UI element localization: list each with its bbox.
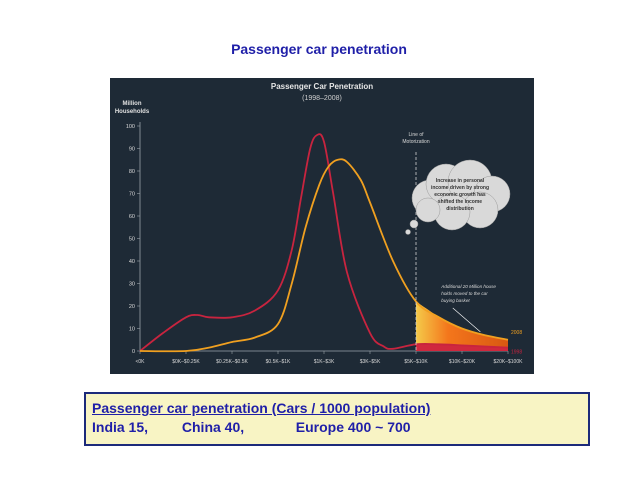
y-axis-label: Million Households — [115, 101, 150, 115]
y-tick-label: 40 — [129, 259, 135, 265]
info-item-india: India 15, — [92, 419, 149, 435]
penetration-chart: Passenger Car Penetration (1998–2008) Mi… — [115, 82, 524, 365]
motorization-label: Motorization — [402, 139, 429, 145]
additional-households-text: buying basket — [441, 298, 470, 303]
y-tick-label: 90 — [129, 147, 135, 153]
cloud-tail — [405, 229, 411, 235]
x-tick-label: $1K–$3K — [314, 359, 335, 365]
info-items: India 15, China 40, Europe 400 ~ 700 — [92, 419, 582, 435]
info-box: Passenger car penetration (Cars / 1000 p… — [84, 392, 590, 446]
area-2008-beyond-motorization — [416, 301, 508, 348]
y-tick-label: 70 — [129, 192, 135, 198]
info-item-china: China 40, — [181, 419, 245, 435]
x-tick-label: $5K–$10K — [404, 359, 428, 365]
info-heading: Passenger car penetration (Cars / 1000 p… — [92, 400, 431, 416]
y-tick-label: 10 — [129, 327, 135, 333]
additional-households-text: holds moved to the car — [441, 291, 488, 296]
y-tick-label: 100 — [126, 124, 135, 130]
x-tick-label: $0K–$0.25K — [172, 359, 200, 365]
series-2008-line — [139, 158, 509, 353]
info-item-europe: Europe 400 ~ 700 — [295, 419, 411, 435]
y-tick-label: 20 — [129, 304, 135, 310]
y-tick-label: 50 — [129, 237, 135, 243]
x-tick-label: $3K–$5K — [360, 359, 381, 365]
motorization-label: Line of — [408, 132, 424, 138]
end-label-1998: 1998 — [511, 350, 522, 356]
y-tick-label: 60 — [129, 214, 135, 220]
x-tick-label: $0.25K–$0.5K — [216, 359, 248, 365]
chart-panel: Passenger Car Penetration (1998–2008) Mi… — [110, 78, 534, 374]
additional-households-pointer — [452, 307, 481, 333]
series-1998-line — [139, 133, 509, 352]
chart-subtitle: (1998–2008) — [302, 95, 342, 102]
end-label-2008: 2008 — [511, 330, 522, 336]
slide-title: Passenger car penetration — [231, 41, 407, 57]
cloud-text: economic growth has — [434, 192, 486, 198]
additional-households-text: Additional 20 Million house — [440, 284, 496, 289]
x-tick-label: $0.5K–$1K — [266, 359, 291, 365]
cloud-text: distribution — [446, 206, 474, 212]
x-tick-label: $20K–$100K — [494, 359, 524, 365]
x-tick-label: $10K–$20K — [449, 359, 476, 365]
y-tick-label: 30 — [129, 282, 135, 288]
cloud-puff — [415, 197, 441, 223]
cloud-text: income driven by strong — [431, 185, 489, 191]
cloud-text: Increase in personal — [436, 178, 485, 184]
x-tick-label: <0K — [135, 359, 145, 365]
cloud-text: shifted the income — [438, 199, 482, 205]
y-tick-label: 80 — [129, 169, 135, 175]
area-1998-beyond-motorization — [416, 344, 508, 351]
cloud-tail — [409, 219, 419, 229]
chart-title: Passenger Car Penetration — [271, 82, 373, 91]
y-tick-label: 0 — [132, 349, 135, 355]
cloud-callout — [411, 159, 511, 231]
